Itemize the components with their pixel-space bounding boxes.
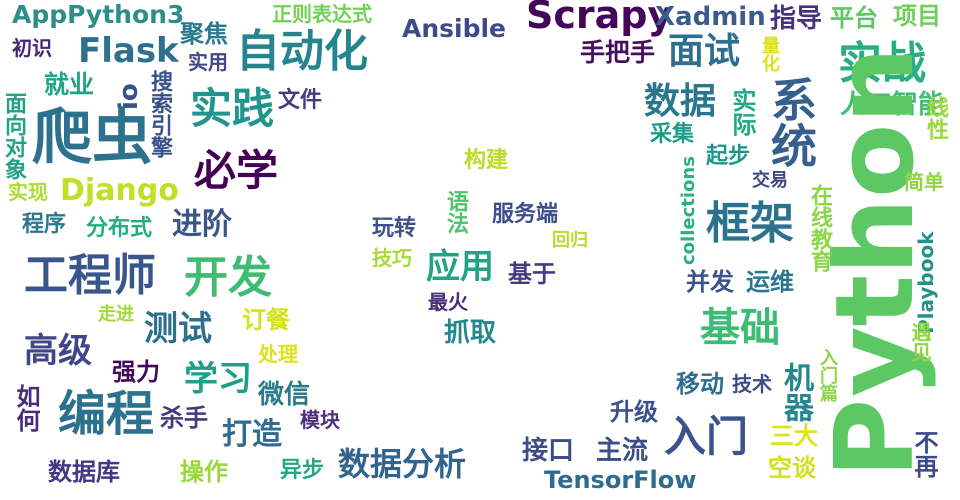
word: 杀手 <box>160 404 208 432</box>
word: 模块 <box>300 408 340 432</box>
word: 线性 <box>923 96 948 140</box>
word: 测试 <box>144 309 212 349</box>
word: 订餐 <box>242 306 290 334</box>
word: 系统 <box>764 76 818 168</box>
word: 初识 <box>12 36 52 60</box>
word: 在线教育 <box>807 184 832 272</box>
word: 实用 <box>188 50 228 74</box>
word: 入门篇 <box>817 348 838 402</box>
word: 实践 <box>190 84 275 133</box>
word: 高级 <box>24 331 92 371</box>
word: 异步 <box>280 458 325 483</box>
word: 实战 <box>838 38 926 89</box>
word: 指导 <box>770 4 823 34</box>
word: 交易 <box>752 170 788 191</box>
word: TensorFlow <box>544 466 697 494</box>
word: 抓取 <box>444 318 497 348</box>
word: Ansible <box>402 14 507 43</box>
word: 处理 <box>258 342 298 366</box>
word: 语法 <box>443 190 468 234</box>
word: 打造 <box>222 417 282 452</box>
word: 面向对象 <box>1 92 26 180</box>
word: 三大 <box>770 422 818 450</box>
word: 工程师 <box>24 250 156 301</box>
word: collections <box>678 156 699 265</box>
word: 遇见 <box>908 322 932 362</box>
word: 并发 <box>686 268 734 296</box>
word: 编程 <box>58 386 155 442</box>
word: 运维 <box>746 268 794 296</box>
word: Xadmin <box>655 2 766 32</box>
word: 如何 <box>12 384 40 432</box>
word: 升级 <box>610 398 658 426</box>
word: 走进 <box>98 304 134 325</box>
word: 框架 <box>706 198 794 249</box>
word: 必学 <box>194 146 279 195</box>
word: 采集 <box>650 122 695 147</box>
word: 人工智能 <box>840 90 945 120</box>
word: 机器 <box>778 362 813 422</box>
word: 文件 <box>278 88 323 113</box>
word: 空谈 <box>768 454 816 482</box>
word: Django <box>60 173 179 208</box>
word: 技术 <box>732 372 772 396</box>
word: Flask <box>78 31 179 71</box>
word: 开发 <box>184 252 272 303</box>
word: 强力 <box>112 358 160 386</box>
word: 接口 <box>522 436 575 466</box>
word: 项目 <box>893 2 941 30</box>
word: 微信 <box>258 380 311 410</box>
word: 学习 <box>184 359 252 399</box>
word: AppPython3 <box>12 0 185 29</box>
word: 分布式 <box>86 216 153 241</box>
word: 构建 <box>464 148 509 173</box>
word: 爬虫 <box>32 103 152 173</box>
word: 技巧 <box>372 246 412 270</box>
word: 回归 <box>552 230 588 251</box>
word: Playbook <box>914 231 938 334</box>
word: 平台 <box>830 4 878 32</box>
word: 正则表达式 <box>272 2 372 26</box>
word: 进阶 <box>172 207 232 242</box>
word: 操作 <box>180 458 228 486</box>
word: 面试 <box>668 31 741 72</box>
word: 自动化 <box>236 26 368 77</box>
word: 量化 <box>759 36 780 72</box>
word: 聚焦 <box>180 20 228 48</box>
word: 搜索引擎 <box>147 70 172 158</box>
word: 基于 <box>508 260 556 288</box>
word: 数据分析 <box>338 445 467 483</box>
word: 实际 <box>728 88 756 136</box>
word: Scrapy <box>526 0 673 37</box>
word: 简单 <box>904 170 944 194</box>
word: 数据库 <box>48 458 120 486</box>
word: 移动 <box>676 370 724 398</box>
word: 最火 <box>428 290 468 314</box>
word: 起步 <box>706 144 751 169</box>
word: 入门 <box>664 412 749 461</box>
word: 程序 <box>22 212 67 237</box>
word: 基础 <box>700 305 780 351</box>
word: 主流 <box>596 436 649 466</box>
word: 手把手 <box>580 38 656 67</box>
word: 实现 <box>8 180 48 204</box>
word: 服务端 <box>492 202 559 227</box>
word: 玩转 <box>372 216 417 241</box>
word: 应用 <box>426 247 494 287</box>
word: 数据 <box>644 81 717 122</box>
word: 不再 <box>910 430 938 478</box>
word: 就业 <box>44 70 95 99</box>
